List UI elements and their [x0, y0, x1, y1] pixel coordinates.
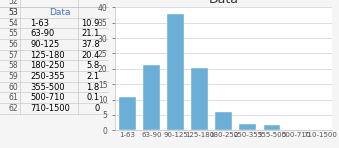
- Text: 52: 52: [9, 0, 18, 6]
- Text: 21.1: 21.1: [81, 29, 100, 38]
- Text: 60: 60: [9, 83, 18, 91]
- Text: 20.4: 20.4: [81, 51, 100, 59]
- Text: 10.9: 10.9: [81, 19, 100, 28]
- Text: 500-710: 500-710: [31, 93, 65, 102]
- Text: 90-125: 90-125: [31, 40, 60, 49]
- Text: 180-250: 180-250: [31, 61, 65, 70]
- Bar: [191, 68, 208, 130]
- Text: 2.1: 2.1: [87, 72, 100, 81]
- Text: 710-1500: 710-1500: [31, 104, 70, 113]
- Text: 55: 55: [9, 29, 18, 38]
- Text: 62: 62: [9, 104, 18, 113]
- Text: 355-500: 355-500: [31, 83, 65, 91]
- Text: 58: 58: [9, 61, 18, 70]
- Text: 0: 0: [95, 104, 100, 113]
- Bar: [167, 14, 184, 130]
- Text: 61: 61: [9, 93, 18, 102]
- Text: 37.8: 37.8: [81, 40, 100, 49]
- Bar: [215, 112, 232, 130]
- Text: Data: Data: [49, 8, 71, 17]
- Text: 125-180: 125-180: [31, 51, 65, 59]
- Text: 5.8: 5.8: [86, 61, 100, 70]
- Text: 53: 53: [9, 8, 18, 17]
- Bar: [119, 97, 136, 130]
- Text: 53: 53: [9, 8, 18, 17]
- Text: 1.8: 1.8: [86, 83, 100, 91]
- Text: 250-355: 250-355: [31, 72, 65, 81]
- Text: 1-63: 1-63: [31, 19, 49, 28]
- Text: 57: 57: [9, 51, 18, 59]
- Bar: [143, 65, 160, 130]
- Text: 54: 54: [9, 19, 18, 28]
- Text: 59: 59: [9, 72, 18, 81]
- Text: 0.1: 0.1: [87, 93, 100, 102]
- Title: Data: Data: [209, 0, 239, 6]
- Text: 63-90: 63-90: [31, 29, 55, 38]
- Bar: [239, 124, 256, 130]
- Text: 56: 56: [9, 40, 18, 49]
- Bar: [263, 125, 280, 130]
